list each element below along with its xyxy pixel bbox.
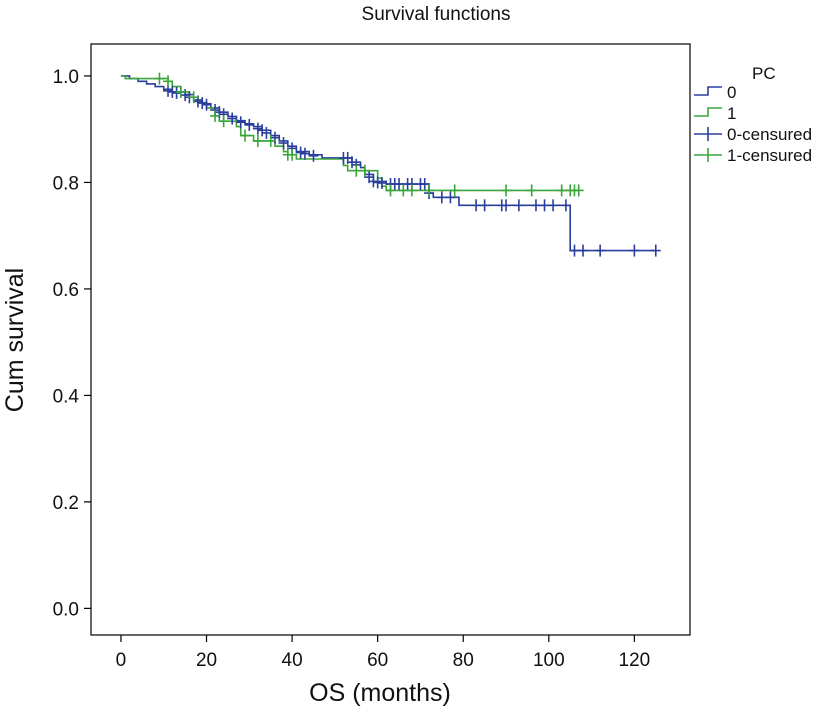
censor-mark-series-0 — [201, 98, 212, 111]
legend-swatch — [694, 107, 722, 117]
censor-mark-series-1 — [526, 184, 537, 197]
censor-mark-series-0 — [227, 112, 238, 125]
censor-mark-series-1 — [210, 109, 221, 122]
censor-mark-series-0 — [419, 178, 430, 191]
chart-title: Survival functions — [362, 4, 511, 25]
censor-mark-series-0 — [394, 178, 405, 191]
legend-item-1: 1 — [694, 104, 736, 123]
censor-mark-series-1 — [175, 85, 186, 98]
censor-mark-series-1 — [501, 184, 512, 197]
censor-mark-series-1 — [406, 184, 417, 197]
x-tick-label: 0 — [116, 650, 127, 671]
censor-mark-series-0 — [346, 156, 357, 169]
censor-mark-series-0 — [479, 199, 490, 212]
censor-mark-series-1 — [449, 184, 460, 197]
censor-mark-series-1 — [573, 184, 584, 197]
censor-mark-series-0 — [560, 199, 571, 212]
x-tick-label: 120 — [619, 650, 651, 671]
censor-mark-series-0 — [513, 199, 524, 212]
legend-label: 1-censured — [727, 146, 812, 165]
censor-mark-series-1 — [240, 129, 251, 142]
y-tick-label: 0.2 — [53, 493, 79, 514]
censor-mark-series-0 — [299, 147, 310, 160]
y-tick-label: 1.0 — [53, 67, 79, 88]
y-tick-label: 0.0 — [53, 599, 79, 620]
plot-frame — [90, 43, 691, 636]
censor-mark-series-0 — [436, 191, 447, 204]
censor-mark-series-1 — [154, 72, 165, 85]
censor-mark-series-0 — [244, 118, 255, 131]
censor-mark-series-0 — [252, 122, 263, 135]
legend-swatch — [694, 86, 722, 96]
censor-mark-series-0 — [269, 131, 280, 144]
censor-mark-series-0 — [167, 85, 178, 98]
legend: PC 0 1 0-censured 1-censured — [694, 64, 812, 165]
y-tick-label: 0.8 — [53, 173, 79, 194]
censor-mark-series-1 — [287, 148, 298, 161]
censor-mark-series-0 — [445, 191, 456, 204]
x-axis-title: OS (months) — [309, 679, 451, 707]
censor-mark-series-0 — [530, 199, 541, 212]
censor-mark-series-1 — [351, 164, 362, 177]
censor-mark-series-0 — [578, 244, 589, 257]
censor-mark-series-0 — [539, 199, 550, 212]
x-tick-label: 60 — [367, 650, 388, 671]
censor-mark-series-0 — [295, 146, 306, 159]
y-axis-title: Cum survival — [1, 268, 29, 412]
legend-item-0: 0 — [694, 83, 736, 102]
legend-label: 0-censured — [727, 125, 812, 144]
censor-mark-series-0 — [569, 244, 580, 257]
censor-mark-series-0 — [180, 89, 191, 102]
censor-mark-series-1 — [556, 184, 567, 197]
y-axis: 0.0 0.2 0.4 0.6 0.8 1.0 — [53, 67, 91, 620]
legend-label: 0 — [727, 83, 736, 102]
censor-mark-series-0 — [257, 124, 268, 137]
censor-mark-series-0 — [308, 149, 319, 162]
censor-mark-series-1 — [398, 184, 409, 197]
y-tick-label: 0.6 — [53, 280, 79, 301]
censor-mark-series-0 — [171, 86, 182, 99]
censor-mark-series-0 — [595, 244, 606, 257]
censor-mark-series-0 — [197, 97, 208, 110]
censor-mark-series-0 — [368, 175, 379, 188]
legend-item-1-censured: 1-censured — [694, 146, 812, 165]
censor-mark-series-0 — [471, 199, 482, 212]
censor-mark-series-1 — [359, 164, 370, 177]
x-tick-label: 40 — [282, 650, 303, 671]
censor-mark-series-0 — [235, 116, 246, 129]
censor-mark-series-0 — [548, 199, 559, 212]
censor-mark-series-1 — [265, 134, 276, 147]
x-tick-label: 100 — [533, 650, 565, 671]
legend-item-0-censured: 0-censured — [694, 125, 812, 144]
y-tick-label: 0.4 — [53, 386, 80, 407]
censor-mark-series-0 — [501, 199, 512, 212]
censor-mark-series-1 — [385, 184, 396, 197]
censor-mark-series-0 — [261, 126, 272, 139]
legend-label: 1 — [727, 104, 736, 123]
x-axis: 0 20 40 60 80 100 120 — [116, 635, 651, 671]
censor-mark-series-0 — [629, 244, 640, 257]
censor-mark-series-1 — [188, 91, 199, 104]
censor-mark-series-1 — [424, 184, 435, 197]
x-tick-label: 80 — [453, 650, 474, 671]
censor-layer — [154, 72, 661, 257]
censor-mark-series-0 — [376, 176, 387, 189]
x-tick-label: 20 — [196, 650, 217, 671]
censor-mark-series-1 — [252, 134, 263, 147]
censor-mark-series-0 — [650, 244, 661, 257]
censor-mark-series-1 — [163, 75, 174, 88]
legend-title: PC — [752, 64, 776, 83]
censor-mark-series-1 — [218, 115, 229, 128]
censor-mark-series-0 — [278, 137, 289, 150]
